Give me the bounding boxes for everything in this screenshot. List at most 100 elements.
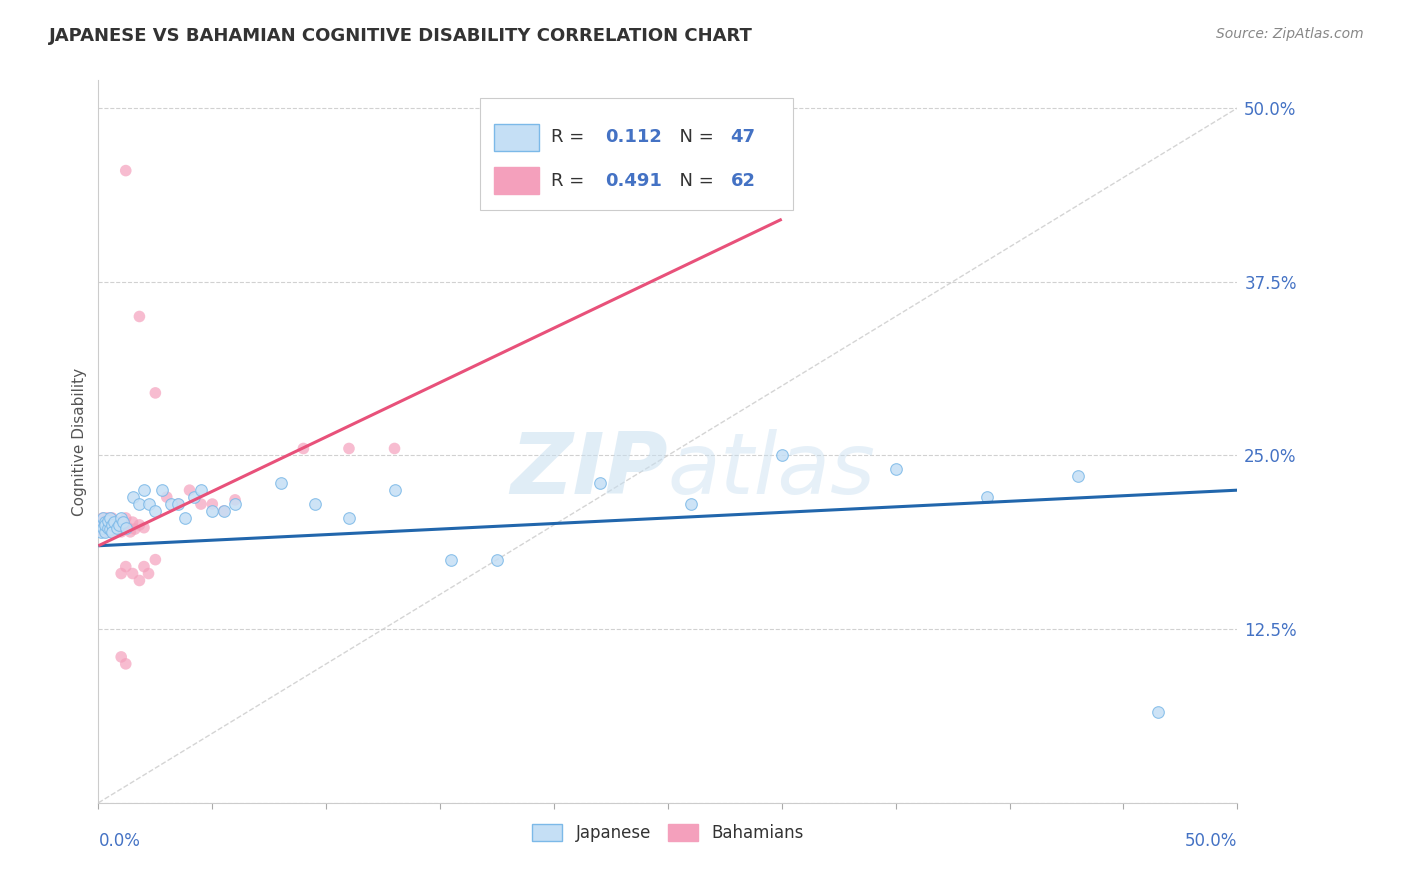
Point	[486, 552, 509, 566]
Point	[91, 511, 114, 525]
Point	[101, 524, 124, 539]
Point	[105, 524, 128, 539]
Point	[110, 524, 132, 539]
Text: ZIP: ZIP	[510, 429, 668, 512]
Point	[103, 521, 125, 535]
Point	[440, 552, 463, 566]
Point	[292, 442, 315, 456]
Point	[304, 497, 326, 511]
Point	[94, 522, 117, 536]
Point	[160, 497, 183, 511]
Point	[98, 522, 121, 536]
Point	[94, 517, 117, 532]
Text: 47: 47	[731, 128, 755, 146]
Text: JAPANESE VS BAHAMIAN COGNITIVE DISABILITY CORRELATION CHART: JAPANESE VS BAHAMIAN COGNITIVE DISABILIT…	[49, 27, 754, 45]
Point	[179, 483, 201, 498]
Point	[112, 517, 135, 532]
Text: atlas: atlas	[668, 429, 876, 512]
Point	[91, 524, 114, 539]
Point	[101, 524, 124, 539]
FancyBboxPatch shape	[494, 167, 538, 194]
Point	[190, 497, 212, 511]
Text: 0.0%: 0.0%	[98, 831, 141, 850]
Point	[145, 552, 167, 566]
Point	[128, 517, 150, 532]
Point	[156, 490, 179, 504]
Point	[103, 515, 125, 529]
Point	[132, 521, 155, 535]
Point	[91, 521, 114, 535]
Point	[103, 517, 125, 532]
Point	[101, 517, 124, 532]
Point	[91, 517, 114, 532]
Point	[174, 511, 197, 525]
Point	[101, 511, 124, 525]
Point	[384, 442, 406, 456]
Text: R =: R =	[551, 128, 589, 146]
Point	[770, 449, 793, 463]
FancyBboxPatch shape	[494, 124, 538, 151]
Point	[90, 517, 112, 532]
Point	[105, 517, 128, 532]
Y-axis label: Cognitive Disability: Cognitive Disability	[72, 368, 87, 516]
Point	[101, 521, 124, 535]
FancyBboxPatch shape	[479, 98, 793, 211]
Point	[90, 524, 112, 539]
Point	[884, 462, 907, 476]
Point	[110, 517, 132, 532]
Point	[167, 497, 190, 511]
Point	[90, 522, 112, 536]
Text: R =: R =	[551, 172, 589, 190]
Point	[112, 515, 135, 529]
Point	[94, 517, 117, 532]
Point	[190, 483, 212, 498]
Point	[108, 517, 131, 532]
Point	[94, 524, 117, 539]
Point	[128, 574, 150, 588]
Point	[96, 521, 118, 535]
Point	[121, 566, 143, 581]
Point	[114, 559, 136, 574]
Point	[121, 490, 143, 504]
Point	[90, 515, 112, 529]
Point	[91, 511, 114, 525]
Point	[588, 476, 610, 491]
Text: 0.491: 0.491	[605, 172, 662, 190]
Point	[128, 310, 150, 324]
Point	[132, 559, 155, 574]
Point	[96, 511, 118, 525]
Point	[91, 521, 114, 535]
Point	[201, 504, 224, 518]
Point	[94, 515, 117, 529]
Legend: Japanese, Bahamians: Japanese, Bahamians	[526, 817, 810, 848]
Point	[114, 521, 136, 535]
Point	[105, 521, 128, 535]
Point	[114, 511, 136, 525]
Point	[128, 497, 150, 511]
Point	[103, 515, 125, 529]
Point	[167, 497, 190, 511]
Text: 0.112: 0.112	[605, 128, 662, 146]
Point	[138, 497, 160, 511]
Point	[96, 515, 118, 529]
Point	[976, 490, 998, 504]
Point	[114, 657, 136, 671]
Point	[110, 649, 132, 664]
Point	[98, 524, 121, 539]
Point	[98, 515, 121, 529]
Point	[94, 514, 117, 528]
Point	[212, 504, 235, 518]
Point	[138, 566, 160, 581]
Point	[98, 522, 121, 536]
Point	[124, 522, 146, 536]
Point	[201, 497, 224, 511]
Point	[114, 163, 136, 178]
Point	[121, 515, 143, 529]
Point	[337, 511, 360, 525]
Point	[108, 515, 131, 529]
Point	[96, 517, 118, 532]
Point	[270, 476, 292, 491]
Point	[94, 517, 117, 532]
Point	[94, 524, 117, 539]
Point	[150, 483, 173, 498]
